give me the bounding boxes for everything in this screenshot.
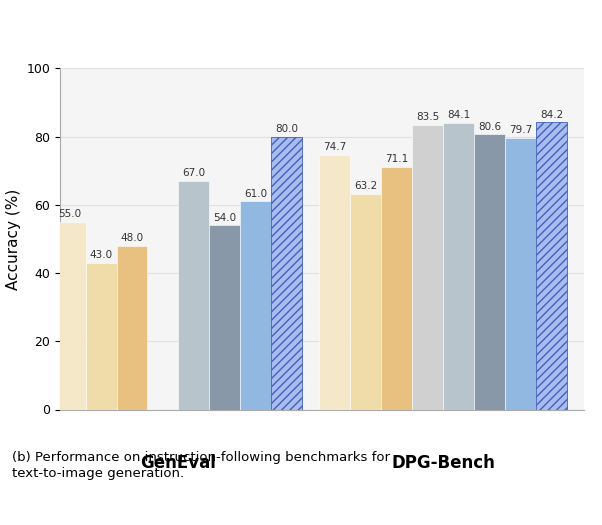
Text: GenEval: GenEval [140, 454, 216, 472]
Text: 61.0: 61.0 [244, 189, 267, 199]
Bar [350, 194, 381, 410]
Text: (b) Performance on instruction-following benchmarks for
text-to-image generation: (b) Performance on instruction-following… [12, 452, 390, 479]
Text: 43.0: 43.0 [90, 250, 113, 260]
Bar [443, 122, 474, 410]
Bar [55, 222, 85, 410]
Text: 83.5: 83.5 [416, 112, 439, 122]
Text: 63.2: 63.2 [354, 182, 377, 192]
Text: 54.0: 54.0 [213, 213, 237, 223]
Bar [319, 154, 350, 410]
Bar [209, 225, 240, 410]
Y-axis label: Accuracy (%): Accuracy (%) [6, 188, 21, 289]
Text: 84.2: 84.2 [540, 110, 563, 120]
Bar [536, 122, 567, 410]
Bar [117, 246, 147, 410]
Bar [412, 124, 443, 410]
Text: 74.7: 74.7 [323, 142, 346, 152]
Bar [505, 138, 536, 410]
Bar [85, 262, 117, 410]
Text: 55.0: 55.0 [58, 209, 82, 219]
Bar [474, 134, 505, 410]
Bar [381, 167, 412, 410]
Bar [178, 181, 209, 410]
Text: 80.6: 80.6 [478, 122, 501, 132]
Text: 80.0: 80.0 [275, 124, 299, 134]
Text: 84.1: 84.1 [447, 110, 470, 120]
Text: 67.0: 67.0 [182, 169, 205, 178]
Bar [240, 201, 272, 410]
Text: 48.0: 48.0 [120, 233, 143, 243]
Text: 79.7: 79.7 [509, 125, 532, 135]
Text: DPG-Bench: DPG-Bench [391, 454, 495, 472]
Text: 71.1: 71.1 [385, 154, 408, 164]
Bar [272, 136, 302, 410]
